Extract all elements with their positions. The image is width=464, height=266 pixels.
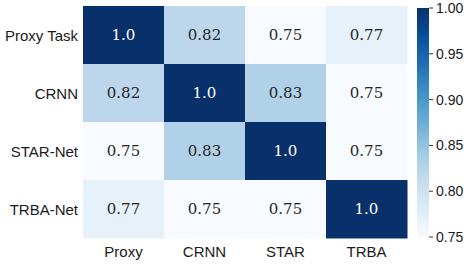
cell-label: 1.0 bbox=[112, 26, 136, 44]
heatmap-cell bbox=[245, 6, 327, 65]
x-tick-label: TRBA bbox=[346, 243, 386, 260]
colorbar bbox=[417, 8, 429, 237]
y-tick-label: CRNN bbox=[35, 85, 78, 102]
cell-labels: 1.0 0.82 0.75 0.77 0.82 1.0 0.83 0.75 0.75 0.83 1.… bbox=[107, 26, 383, 218]
colorbar-tick-label: 0.80 bbox=[436, 183, 463, 199]
cell-label: 0.82 bbox=[188, 26, 221, 44]
cell-label: 1.0 bbox=[355, 200, 379, 218]
cell-label: 0.77 bbox=[350, 26, 383, 44]
cell-label: 0.75 bbox=[269, 200, 302, 218]
colorbar-tick-label: 0.85 bbox=[436, 137, 463, 153]
colorbar-tick-label: 1.00 bbox=[436, 0, 463, 16]
heatmap-cell bbox=[164, 180, 246, 239]
cell-label: 0.77 bbox=[107, 200, 140, 218]
chart-root: 1.0 0.82 0.75 0.77 0.82 1.0 0.83 0.75 0.75 0.83 1.… bbox=[0, 0, 464, 266]
colorbar-tick-label: 0.75 bbox=[436, 229, 463, 245]
heatmap-cell bbox=[164, 122, 246, 181]
heatmap-cell bbox=[245, 64, 327, 123]
cell-label: 0.82 bbox=[107, 84, 140, 102]
cell-label: 0.83 bbox=[188, 142, 221, 160]
colorbar-tick bbox=[429, 53, 433, 54]
heatmap-cell bbox=[326, 6, 408, 65]
heatmap-cell bbox=[326, 64, 408, 123]
colorbar-tick-label: 0.90 bbox=[436, 92, 463, 108]
cell-label: 0.75 bbox=[269, 26, 302, 44]
x-tick-label: STAR bbox=[266, 243, 305, 260]
cells bbox=[83, 6, 408, 239]
heatmap-cell bbox=[164, 6, 246, 65]
cell-label: 0.83 bbox=[269, 84, 302, 102]
heatmap-svg: 1.0 0.82 0.75 0.77 0.82 1.0 0.83 0.75 0.75 0.83 1.… bbox=[0, 0, 464, 266]
cell-label: 0.75 bbox=[107, 142, 140, 160]
x-tick-label: CRNN bbox=[183, 243, 226, 260]
heatmap-cell bbox=[326, 180, 408, 239]
colorbar-tick bbox=[429, 8, 433, 9]
colorbar-tick bbox=[429, 145, 433, 146]
cell-label: 1.0 bbox=[274, 142, 298, 160]
cell-label: 0.75 bbox=[188, 200, 221, 218]
heatmap-cell bbox=[245, 122, 327, 181]
y-tick-label: STAR-Net bbox=[11, 143, 79, 160]
y-tick-label: Proxy Task bbox=[5, 27, 79, 44]
cell-label: 0.75 bbox=[350, 84, 383, 102]
heatmap-cell bbox=[326, 122, 408, 181]
heatmap-cell bbox=[83, 6, 165, 65]
colorbar-tick bbox=[429, 191, 433, 192]
heatmap-cell bbox=[245, 180, 327, 239]
y-tick-label: TRBA-Net bbox=[10, 201, 79, 218]
x-tick-label: Proxy bbox=[104, 243, 143, 260]
colorbar-tick-label: 0.95 bbox=[436, 46, 463, 62]
colorbar-tick bbox=[429, 99, 433, 100]
heatmap-cell bbox=[83, 64, 165, 123]
cell-label: 1.0 bbox=[193, 84, 217, 102]
cell-label: 0.75 bbox=[350, 142, 383, 160]
heatmap-cell bbox=[83, 122, 165, 181]
heatmap-cell bbox=[164, 64, 246, 123]
colorbar-tick bbox=[429, 237, 433, 238]
heatmap-cell bbox=[83, 180, 165, 239]
